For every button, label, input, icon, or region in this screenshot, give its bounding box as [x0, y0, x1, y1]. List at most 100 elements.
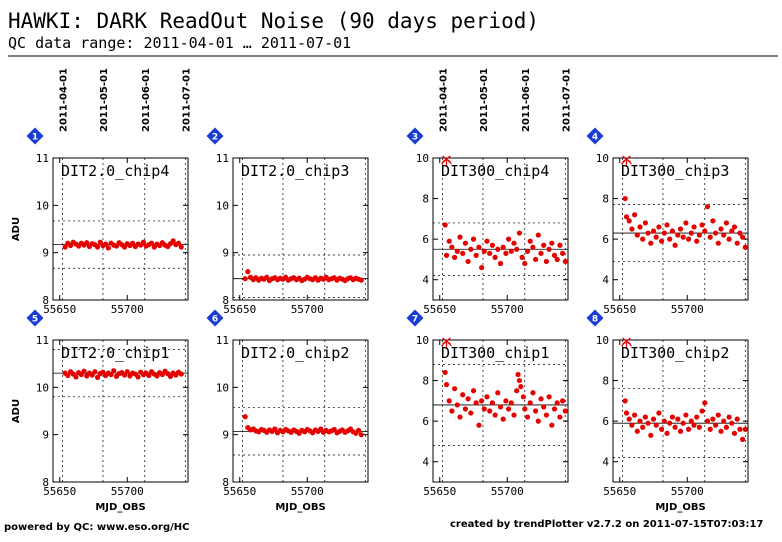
data-point	[495, 246, 501, 252]
data-point	[94, 374, 101, 380]
data-point	[707, 234, 713, 240]
plot-frame	[52, 157, 189, 301]
data-point	[108, 371, 114, 378]
panel-title: DIT300_chip4	[441, 162, 549, 180]
data-point	[677, 428, 684, 434]
data-point	[452, 254, 458, 260]
data-point	[443, 382, 450, 388]
date-tick-label: 2011-05-01	[479, 68, 490, 132]
data-point	[622, 195, 628, 202]
y-tick-label: 9	[222, 247, 229, 260]
data-point	[140, 239, 147, 245]
data-point	[699, 222, 705, 228]
outlier-arrow-icon	[621, 155, 632, 167]
panel-badge-number: 5	[32, 315, 38, 325]
data-point	[489, 400, 495, 406]
x-tick-label: 55700	[671, 303, 704, 316]
data-point	[675, 232, 681, 238]
data-point	[629, 422, 635, 428]
data-point	[111, 368, 117, 374]
y-tick-label: 6	[422, 233, 429, 246]
data-point	[533, 408, 539, 414]
data-point	[696, 232, 703, 238]
data-point	[715, 412, 721, 418]
data-point	[680, 234, 686, 240]
panel-badge-number: 6	[212, 315, 218, 325]
data-point	[560, 398, 566, 404]
panel-badge-number: 2	[212, 133, 218, 143]
data-point	[710, 416, 716, 422]
data-point	[669, 228, 676, 234]
data-point	[729, 228, 735, 234]
footer-right: created by trendPlotter v2.7.2 on 2011-0…	[450, 519, 763, 530]
data-point	[659, 238, 665, 244]
data-point	[443, 252, 450, 258]
data-point	[653, 422, 659, 428]
data-point	[683, 220, 689, 226]
panels: 1 8 9 10 11 55650 55700 2011-04-01 2011-05-01 201…	[11, 68, 749, 513]
data-point	[511, 412, 517, 418]
data-point	[637, 224, 643, 230]
y-tick-label: 6	[602, 233, 609, 246]
footer-left: powered by QC: www.eso.org/HC	[4, 522, 189, 533]
data-point	[527, 238, 533, 244]
data-point	[470, 388, 477, 394]
data-point	[522, 260, 528, 267]
panel-4: 4 4 6 8 10 55650 55700 DIT300_chip3	[586, 127, 749, 316]
data-point	[473, 400, 479, 406]
x-tick-label: 55700	[491, 303, 524, 316]
data-point	[629, 226, 635, 232]
data-point	[62, 244, 68, 250]
data-point	[742, 244, 748, 250]
data-point	[645, 420, 651, 426]
data-point	[721, 232, 727, 238]
x-tick-label: 55650	[223, 303, 256, 316]
panel-badge-icon	[586, 309, 604, 327]
data-point	[632, 412, 638, 418]
x-tick-label: 55700	[671, 485, 704, 498]
plot-frame	[612, 339, 749, 483]
data-point	[546, 394, 552, 400]
data-point	[103, 241, 109, 247]
y-axis-label: ADU	[11, 399, 22, 423]
data-point	[442, 369, 448, 376]
data-point	[500, 416, 506, 422]
data-point	[94, 244, 101, 250]
data-point	[740, 234, 746, 240]
y-tick-label: 10	[596, 334, 609, 347]
panel-badge-number: 3	[412, 133, 418, 143]
data-point	[642, 220, 649, 226]
data-point	[460, 250, 466, 256]
panel-5: 5 8 9 10 11 55650 55700 ADU MJD_OBS DIT2.0_chip1	[11, 309, 189, 513]
data-point	[546, 246, 552, 252]
data-point	[664, 222, 670, 228]
data-point	[661, 418, 667, 424]
data-point	[731, 224, 738, 230]
data-point	[737, 230, 743, 236]
data-point	[718, 428, 724, 434]
data-point	[549, 240, 555, 246]
data-point	[729, 420, 735, 426]
data-point	[178, 371, 184, 377]
data-point	[538, 250, 544, 256]
x-tick-label: 55650	[43, 303, 76, 316]
data-point	[124, 369, 130, 375]
data-point	[272, 426, 278, 432]
data-point	[484, 394, 490, 400]
x-tick-label: 55650	[603, 485, 636, 498]
data-point	[457, 414, 463, 420]
data-point	[650, 228, 657, 234]
data-point	[731, 430, 738, 436]
data-point	[473, 252, 479, 258]
data-point	[516, 230, 523, 236]
data-point	[661, 230, 667, 236]
data-point	[538, 396, 544, 402]
y-tick-label: 4	[422, 456, 429, 469]
y-tick-label: 9	[222, 429, 229, 442]
data-point	[506, 236, 512, 242]
data-point	[449, 244, 455, 250]
y-tick-label: 11	[36, 152, 49, 165]
data-point	[148, 240, 155, 246]
y-tick-label: 10	[216, 381, 229, 394]
